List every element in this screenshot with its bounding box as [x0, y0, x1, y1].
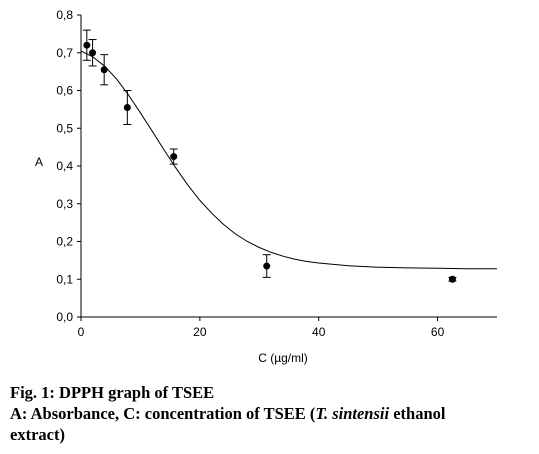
data-point: [263, 262, 271, 270]
data-points: [82, 29, 457, 283]
y-tick-label: 0,6: [56, 84, 73, 98]
y-tick-label: 0,4: [56, 159, 73, 173]
caption-desc-part2: ethanol: [389, 404, 446, 423]
x-tick-label: 40: [312, 325, 326, 339]
figure-caption: Fig. 1: DPPH graph of TSEE A: Absorbance…: [10, 382, 535, 445]
caption-title: Fig. 1: DPPH graph of TSEE: [10, 383, 215, 402]
x-tick-label: 60: [431, 325, 445, 339]
x-tick-label: 20: [193, 325, 207, 339]
chart-axes: 0,0 0,1 0,2 0,3 0,4 0,5 0,6 0,7 0,8 0 20 40 60: [56, 8, 497, 339]
y-tick-label: 0,5: [56, 121, 73, 135]
x-axis-title: C (µg/ml): [258, 351, 308, 365]
x-tick-label: 0: [78, 325, 85, 339]
y-axis-title: A: [35, 155, 43, 169]
caption-species-name: T. sintensii: [315, 404, 390, 423]
data-point: [170, 153, 178, 161]
y-tick-label: 0,7: [56, 46, 73, 60]
data-point: [448, 275, 456, 283]
fit-curve-line: [80, 50, 497, 270]
y-tick-label: 0,0: [56, 310, 73, 324]
data-point: [83, 41, 91, 49]
y-tick-label: 0,8: [56, 8, 73, 22]
data-point: [100, 66, 108, 74]
fit-curve: [80, 50, 497, 270]
y-tick-label: 0,3: [56, 197, 73, 211]
axis-labels: C (µg/ml) A: [35, 155, 308, 365]
data-point: [89, 49, 97, 57]
y-tick-label: 0,2: [56, 235, 73, 249]
caption-desc-part1: A: Absorbance, C: concentration of TSEE …: [10, 404, 316, 423]
y-tick-label: 0,1: [56, 272, 73, 286]
caption-description-end: extract): [10, 425, 65, 444]
data-point: [123, 103, 131, 111]
dpph-chart: 0,0 0,1 0,2 0,3 0,4 0,5 0,6 0,7 0,8 0 20 40 60 C (µg…: [35, 8, 497, 365]
caption-description: A: Absorbance, C: concentration of TSEE …: [10, 403, 535, 424]
